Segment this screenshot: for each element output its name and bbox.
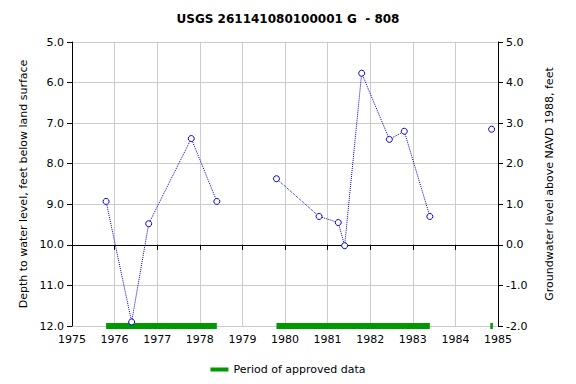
svg-text:1975: 1975 bbox=[58, 333, 86, 346]
svg-text:USGS 261141080100001 G - 808: USGS 261141080100001 G - 808 bbox=[177, 12, 400, 26]
svg-text:1980: 1980 bbox=[271, 333, 299, 346]
svg-text:0.0: 0.0 bbox=[506, 238, 524, 251]
svg-text:3.0: 3.0 bbox=[506, 117, 524, 130]
svg-text:-1.0: -1.0 bbox=[506, 279, 527, 292]
svg-text:5.0: 5.0 bbox=[506, 36, 524, 49]
svg-text:11.0: 11.0 bbox=[40, 279, 65, 292]
svg-text:1.0: 1.0 bbox=[506, 198, 524, 211]
svg-text:-2.0: -2.0 bbox=[506, 320, 527, 333]
svg-text:Groundwater level above NAVD 1: Groundwater level above NAVD 1988, feet bbox=[543, 67, 556, 301]
svg-text:8.0: 8.0 bbox=[47, 157, 65, 170]
svg-text:9.0: 9.0 bbox=[47, 198, 65, 211]
svg-text:2.0: 2.0 bbox=[506, 157, 524, 170]
svg-text:7.0: 7.0 bbox=[47, 117, 65, 130]
svg-text:1978: 1978 bbox=[186, 333, 214, 346]
svg-text:5.0: 5.0 bbox=[47, 36, 65, 49]
svg-text:1977: 1977 bbox=[143, 333, 171, 346]
svg-text:10.0: 10.0 bbox=[40, 238, 65, 251]
svg-text:1985: 1985 bbox=[484, 333, 512, 346]
svg-text:12.0: 12.0 bbox=[40, 320, 65, 333]
svg-text:1979: 1979 bbox=[228, 333, 256, 346]
svg-text:1984: 1984 bbox=[441, 333, 469, 346]
svg-text:1983: 1983 bbox=[399, 333, 427, 346]
svg-text:1982: 1982 bbox=[356, 333, 384, 346]
svg-text:Period of approved data: Period of approved data bbox=[233, 363, 365, 376]
svg-text:4.0: 4.0 bbox=[506, 76, 524, 89]
svg-text:1981: 1981 bbox=[314, 333, 342, 346]
svg-text:1976: 1976 bbox=[101, 333, 129, 346]
svg-text:Depth to water level, feet bel: Depth to water level, feet below land su… bbox=[17, 59, 30, 308]
svg-text:6.0: 6.0 bbox=[47, 76, 65, 89]
